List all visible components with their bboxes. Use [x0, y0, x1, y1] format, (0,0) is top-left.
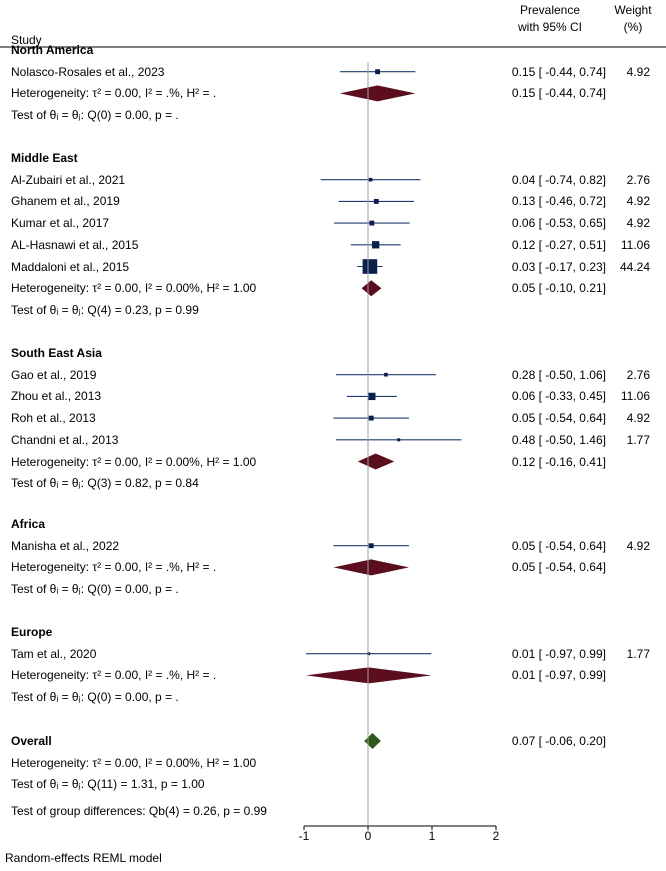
study-marker [368, 543, 374, 549]
overall-title: Overall [11, 734, 52, 748]
study-label: Tam et al., 2020 [11, 646, 97, 661]
heterogeneity-text: Heterogeneity: τ² = 0.00, I² = .%, H² = … [11, 668, 217, 683]
overall-heterogeneity-text: Heterogeneity: τ² = 0.00, I² = 0.00%, H²… [11, 755, 257, 770]
x-tick-label: 2 [492, 829, 500, 843]
overall-test-text: Test of θᵢ = θⱼ: Q(11) = 1.31, p = 1.00 [11, 777, 205, 791]
subgroup-ci-text: 0.12 [ -0.16, 0.41] [511, 454, 606, 469]
study-ci-text: 0.13 [ -0.46, 0.72] [511, 194, 606, 209]
overall-ci-text: 0.07 [ -0.06, 0.20] [511, 734, 606, 748]
study-marker [367, 652, 371, 656]
study-label: Maddaloni et al., 2015 [11, 259, 130, 274]
subgroup-diamond [357, 453, 395, 470]
study-ci-text: 0.03 [ -0.17, 0.23] [511, 259, 606, 274]
heterogeneity-text: Heterogeneity: τ² = 0.00, I² = .%, H² = … [11, 86, 217, 101]
study-ci-text: 0.48 [ -0.50, 1.46] [511, 432, 606, 447]
study-marker [375, 69, 381, 75]
study-ci-text: 0.06 [ -0.53, 0.65] [511, 216, 606, 231]
study-label: Nolasco-Rosales et al., 2023 [11, 64, 165, 79]
column-header-prevalence: Prevalence [519, 3, 581, 17]
study-label: Ghanem et al., 2019 [11, 194, 120, 209]
subgroup-ci-text: 0.15 [ -0.44, 0.74] [511, 86, 606, 101]
column-header-prevalence-ci: with 95% CI [517, 20, 583, 34]
column-header-weight: Weight [614, 3, 652, 17]
study-label: Kumar et al., 2017 [11, 216, 110, 231]
study-marker [368, 177, 373, 182]
study-label: Al-Zubairi et al., 2021 [11, 172, 126, 187]
study-marker [397, 438, 401, 442]
study-ci-text: 0.04 [ -0.74, 0.82] [511, 172, 606, 187]
x-tick-label: 1 [428, 829, 436, 843]
heterogeneity-text: Heterogeneity: τ² = 0.00, I² = 0.00%, H²… [11, 281, 257, 296]
column-header-study: Study [11, 33, 42, 47]
group-title: Africa [11, 517, 46, 531]
homogeneity-test-text: Test of θᵢ = θⱼ: Q(0) = 0.00, p = . [11, 582, 179, 597]
study-label: Zhou et al., 2013 [11, 389, 102, 404]
study-marker [369, 220, 375, 226]
study-marker [384, 372, 388, 377]
study-weight: 2.76 [626, 367, 650, 382]
study-label: Chandni et al., 2013 [11, 432, 119, 447]
study-weight: 2.76 [626, 172, 650, 187]
study-marker [368, 415, 374, 421]
subgroup-ci-text: 0.05 [ -0.54, 0.64] [511, 560, 606, 575]
study-weight: 4.92 [626, 64, 650, 79]
homogeneity-test-text: Test of θᵢ = θⱼ: Q(3) = 0.82, p = 0.84 [11, 476, 199, 491]
overall-diamond [364, 733, 381, 749]
subgroup-ci-text: 0.05 [ -0.10, 0.21] [511, 281, 606, 296]
study-marker [373, 198, 379, 204]
study-weight: 44.24 [619, 259, 650, 274]
group-title: South East Asia [11, 346, 102, 360]
group-title: Europe [11, 625, 53, 639]
study-ci-text: 0.05 [ -0.54, 0.64] [511, 411, 606, 426]
study-label: Manisha et al., 2022 [11, 538, 120, 553]
study-weight: 4.92 [626, 216, 650, 231]
study-ci-text: 0.15 [ -0.44, 0.74] [511, 64, 606, 79]
study-weight: 1.77 [626, 432, 650, 447]
subgroup-diamond [305, 667, 432, 684]
study-weight: 11.06 [620, 237, 650, 252]
study-marker [362, 259, 378, 274]
subgroup-diamond [339, 85, 416, 102]
study-ci-text: 0.06 [ -0.33, 0.45] [511, 389, 606, 404]
study-ci-text: 0.28 [ -0.50, 1.06] [511, 367, 606, 382]
study-weight: 4.92 [626, 411, 650, 426]
study-ci-text: 0.12 [ -0.27, 0.51] [511, 237, 606, 252]
study-label: Gao et al., 2019 [11, 367, 97, 382]
homogeneity-test-text: Test of θᵢ = θⱼ: Q(0) = 0.00, p = . [11, 690, 179, 705]
group-title: Middle East [11, 151, 78, 165]
subgroup-diamond [333, 559, 409, 576]
study-weight: 11.06 [620, 389, 650, 404]
study-weight: 4.92 [626, 194, 650, 209]
x-tick-label: 0 [364, 829, 372, 843]
heterogeneity-text: Heterogeneity: τ² = 0.00, I² = .%, H² = … [11, 560, 217, 575]
study-ci-text: 0.05 [ -0.54, 0.64] [511, 538, 606, 553]
group-difference-text: Test of group differences: Qb(4) = 0.26,… [11, 804, 267, 818]
homogeneity-test-text: Test of θᵢ = θⱼ: Q(0) = 0.00, p = . [11, 108, 179, 123]
subgroup-diamond [361, 280, 382, 297]
x-tick-label: -1 [298, 829, 310, 843]
study-ci-text: 0.01 [ -0.97, 0.99] [511, 646, 606, 661]
homogeneity-test-text: Test of θᵢ = θⱼ: Q(4) = 0.23, p = 0.99 [11, 302, 199, 317]
column-header-weight-pct: (%) [623, 20, 643, 34]
heterogeneity-text: Heterogeneity: τ² = 0.00, I² = 0.00%, H²… [11, 454, 257, 469]
study-marker [372, 241, 380, 249]
study-weight: 1.77 [626, 646, 650, 661]
study-label: AL-Hasnawi et al., 2015 [11, 237, 139, 252]
study-label: Roh et al., 2013 [11, 411, 96, 426]
study-marker [368, 392, 376, 401]
subgroup-ci-text: 0.01 [ -0.97, 0.99] [511, 668, 606, 683]
model-footnote: Random-effects REML model [5, 851, 162, 865]
study-weight: 4.92 [626, 538, 650, 553]
